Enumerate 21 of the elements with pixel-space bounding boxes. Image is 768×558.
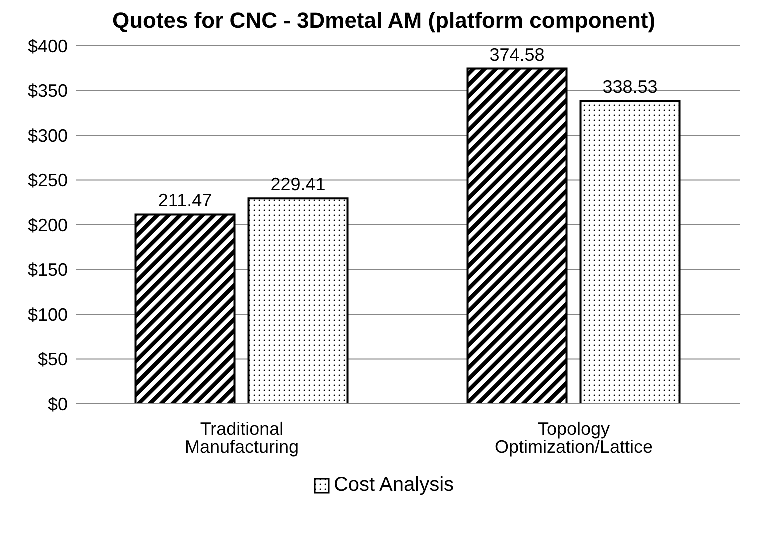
x-tick-label: Traditional Manufacturing bbox=[184, 418, 300, 457]
x-tick-label: Topology Optimization/Lattice bbox=[494, 418, 654, 457]
bar bbox=[580, 100, 681, 404]
y-tick-label: $200 bbox=[28, 215, 68, 236]
bar bbox=[466, 68, 568, 404]
y-tick-label: $250 bbox=[28, 170, 68, 191]
y-tick-label: $100 bbox=[28, 304, 68, 325]
y-tick-label: $350 bbox=[28, 81, 68, 102]
y-tick-label: $0 bbox=[48, 394, 68, 414]
y-tick-label: $50 bbox=[38, 350, 68, 370]
y-tick-label: $150 bbox=[28, 260, 68, 280]
y-tick-label: $400 bbox=[28, 36, 68, 56]
legend-label: Cost Analysis bbox=[334, 474, 454, 497]
data-label: 338.53 bbox=[602, 77, 658, 98]
data-label: 374.58 bbox=[490, 44, 545, 65]
y-tick-label: $300 bbox=[28, 126, 68, 146]
chart-title: Quotes for CNC - 3Dmetal AM (platform component) bbox=[111, 8, 657, 34]
bar bbox=[248, 198, 349, 404]
data-label: 211.47 bbox=[158, 190, 212, 211]
bar bbox=[134, 214, 236, 404]
data-label: 229.41 bbox=[270, 174, 326, 195]
